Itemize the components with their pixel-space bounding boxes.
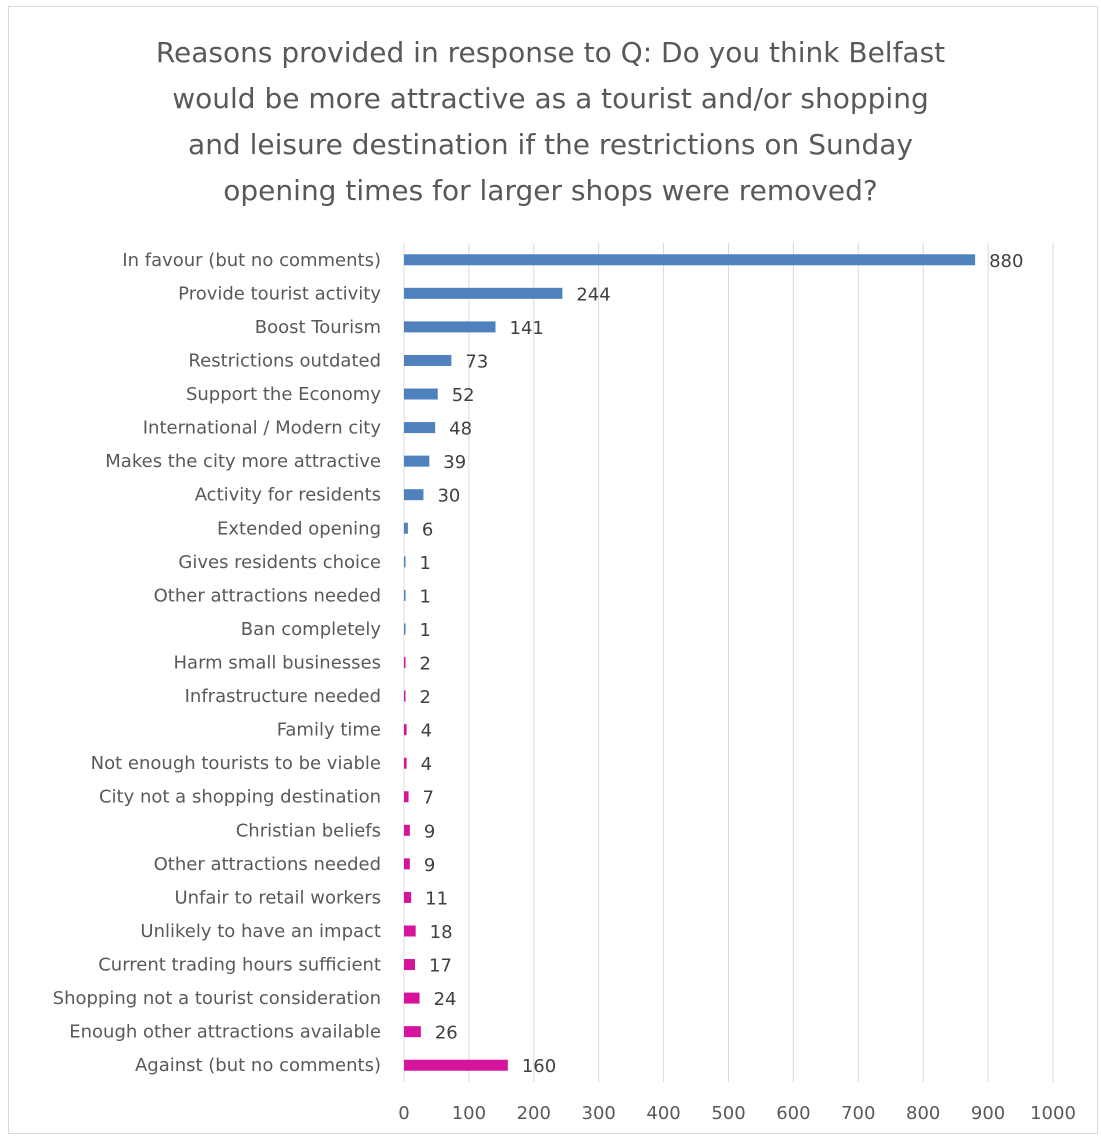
data-label: 26	[435, 1023, 458, 1044]
category-label: Against (but no comments)	[135, 1055, 381, 1076]
bar	[404, 321, 496, 333]
bar	[404, 925, 416, 937]
bar	[404, 354, 452, 366]
bar	[404, 992, 420, 1004]
category-label: International / Modern city	[143, 418, 382, 439]
x-tick-label: 700	[841, 1103, 875, 1124]
bar	[404, 959, 416, 971]
data-label: 9	[424, 855, 435, 876]
category-label: Other attractions needed	[154, 585, 381, 606]
data-label: 9	[424, 821, 435, 842]
category-label: In favour (but no comments)	[122, 250, 381, 271]
data-label: 2	[420, 687, 431, 708]
category-labels: In favour (but no comments) Provide touri…	[53, 250, 382, 1076]
category-label: Christian beliefs	[236, 820, 381, 841]
data-label: 7	[423, 788, 434, 809]
data-label: 17	[429, 956, 452, 977]
bar	[404, 891, 412, 903]
category-label: Gives residents choice	[178, 552, 381, 573]
category-label: Infrastructure needed	[185, 686, 381, 707]
bar	[404, 455, 430, 467]
category-label: Current trading hours sufficient	[98, 955, 381, 976]
x-tick-label: 800	[906, 1103, 940, 1124]
data-label: 244	[576, 284, 610, 305]
data-label: 48	[449, 419, 472, 440]
data-label: 141	[510, 318, 544, 339]
x-tick-label: 0	[398, 1103, 409, 1124]
category-label: Provide tourist activity	[178, 283, 381, 304]
data-label: 39	[443, 452, 466, 473]
data-label: 1	[420, 553, 431, 574]
data-label: 4	[421, 754, 432, 775]
bar	[404, 388, 438, 400]
gridlines	[403, 243, 1054, 1082]
category-label: Restrictions outdated	[188, 350, 381, 371]
bar	[404, 724, 407, 736]
bar	[404, 522, 408, 534]
data-label: 11	[425, 888, 448, 909]
x-tick-label: 300	[582, 1103, 616, 1124]
category-label: Unfair to retail workers	[174, 887, 381, 908]
data-label: 1	[420, 586, 431, 607]
data-label: 30	[437, 486, 460, 507]
bar	[404, 589, 406, 601]
data-label: 6	[422, 519, 433, 540]
bar	[404, 623, 406, 635]
x-tick-label: 500	[711, 1103, 745, 1124]
bar	[404, 489, 424, 501]
chart-title: Reasons provided in response to Q: Do yo…	[155, 36, 946, 207]
category-label: Family time	[277, 720, 381, 741]
data-label: 52	[452, 385, 475, 406]
bar	[404, 690, 406, 702]
data-label: 73	[465, 351, 488, 372]
data-label: 880	[989, 251, 1023, 272]
bar	[404, 287, 563, 299]
category-label: Ban completely	[241, 619, 382, 640]
category-label: City not a shopping destination	[99, 787, 381, 808]
x-axis-tick-labels: 0 100 200 300 400 500 600 700 800 900 1000	[398, 1103, 1076, 1124]
data-label: 2	[420, 654, 431, 675]
bar	[404, 757, 407, 769]
chart-frame	[8, 6, 1098, 1134]
category-label: Not enough tourists to be viable	[91, 753, 381, 774]
category-label: Boost Tourism	[255, 317, 381, 338]
x-tick-label: 900	[971, 1103, 1005, 1124]
bar	[404, 824, 410, 836]
bar	[404, 1059, 508, 1071]
x-tick-label: 600	[776, 1103, 810, 1124]
data-label: 4	[421, 721, 432, 742]
bar	[404, 858, 410, 870]
category-label: Other attractions needed	[154, 854, 381, 875]
bar	[404, 556, 406, 568]
data-labels: 8802441417352483930611122447991118172426…	[420, 251, 1024, 1077]
data-label: 1	[420, 620, 431, 641]
bars	[404, 254, 976, 1071]
category-label: Shopping not a tourist consideration	[53, 988, 381, 1009]
category-label: Harm small businesses	[174, 653, 381, 674]
data-label: 24	[434, 989, 457, 1010]
category-label: Support the Economy	[186, 384, 381, 405]
data-label: 18	[430, 922, 453, 943]
x-tick-label: 400	[646, 1103, 680, 1124]
bar	[404, 422, 436, 434]
category-label: Makes the city more attractive	[105, 451, 381, 472]
bar	[404, 1026, 421, 1038]
bar	[404, 657, 406, 668]
x-tick-label: 200	[517, 1103, 551, 1124]
category-label: Activity for residents	[195, 485, 381, 506]
bar	[404, 791, 409, 803]
x-tick-label: 1000	[1030, 1103, 1076, 1124]
x-tick-label: 100	[452, 1103, 486, 1124]
category-label: Extended opening	[217, 518, 381, 539]
data-label: 160	[522, 1056, 556, 1077]
category-label: Unlikely to have an impact	[140, 921, 381, 942]
bar	[404, 254, 976, 266]
category-label: Enough other attractions available	[69, 1022, 381, 1043]
